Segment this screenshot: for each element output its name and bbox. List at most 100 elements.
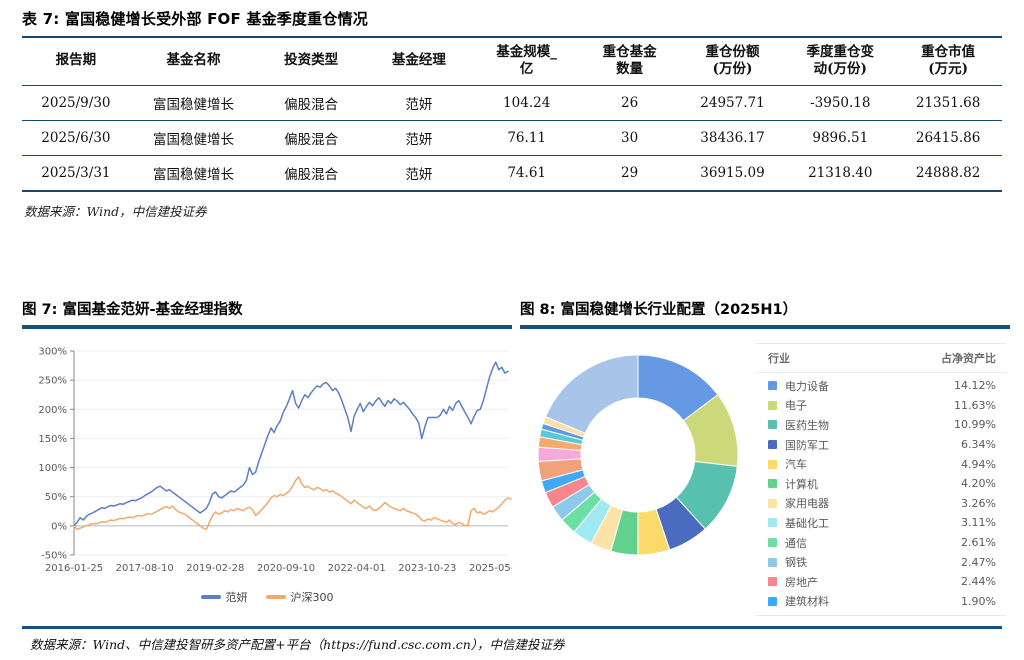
svg-text:100%: 100% [38,463,67,474]
svg-text:2017-08-10: 2017-08-10 [116,563,174,574]
legend-label-fanyan: 范妍 [225,591,248,604]
cell-invest-type: 偏股混合 [257,85,365,121]
legend-industry-percent: 2.44% [961,575,996,589]
legend-row: 医药生物 10.99% [756,415,1006,435]
cell-quarter-change: -3950.18 [786,85,895,121]
legend-industry-percent: 14.12% [954,379,996,393]
legend-color-chip [768,596,777,606]
svg-text:2022-04-01: 2022-04-01 [328,563,386,574]
cell-fund-name: 富国稳健增长 [129,155,258,192]
svg-text:150%: 150% [38,434,67,445]
legend-item-fanyan: 范妍 [200,589,248,605]
cell-holding-shares: 36915.09 [678,155,787,192]
table-header: 报告期 基金名称 投资类型 基金经理 基金规模_ 亿 重仓基金 数量 重仓份额 (万份… [22,35,1002,86]
legend-color-chip [768,400,777,410]
legend-row: 计算机 4.20% [756,474,1006,494]
cell-holding-count: 29 [580,155,679,192]
cell-holding-shares: 38436.17 [678,120,787,156]
legend-industry-percent: 2.47% [961,555,996,569]
cell-fund-name: 富国稳健增长 [129,120,258,156]
cell-holding-shares: 24957.71 [678,85,787,121]
cell-holding-count: 30 [580,120,679,156]
cell-fund-name: 富国稳健增长 [129,85,258,121]
legend-row: 建筑材料 1.90% [756,592,1006,612]
legend-industry-name: 汽车 [785,458,807,472]
legend-label-hs300: 沪深300 [290,591,334,604]
svg-text:2016-01-25: 2016-01-25 [45,563,103,574]
legend-item-hs300: 沪深300 [265,589,334,605]
cell-fund-scale: 74.61 [472,155,581,192]
svg-text:2023-10-23: 2023-10-23 [398,563,456,574]
th-quarter-change: 季度重仓变 动(万份) [786,35,895,86]
legend-color-chip [768,459,777,469]
fof-holdings-table: 报告期 基金名称 投资类型 基金经理 基金规模_ 亿 重仓基金 数量 重仓份额 (万份… [22,35,1002,192]
cell-holding-value: 21351.68 [894,85,1002,121]
cell-quarter-change: 9896.51 [786,120,895,156]
footer-rule [22,626,1002,629]
legend-row: 电子 11.63% [756,396,1006,416]
legend-color-chip [768,518,777,528]
legend-industry-percent: 11.63% [954,398,996,412]
cell-fund-manager: 范妍 [364,120,473,156]
th-holding-count: 重仓基金 数量 [580,35,679,86]
legend-industry-percent: 4.94% [961,457,996,471]
th-holding-shares: 重仓份额 (万份) [678,35,787,86]
table-source-note: 数据来源：Wind，中信建投证券 [24,203,207,219]
legend-header-industry: 行业 [768,352,790,365]
industry-allocation-chart: 行业 占净资产比 电力设备 14.12% 电子 11.63% 医药生物 10.99% 国防军… [520,337,1010,617]
table-section: 表 7: 富国稳健增长受外部 FOF 基金季度重仓情况 报告期 基金名称 投资类… [22,8,1002,220]
legend-row-list: 电力设备 14.12% 电子 11.63% 医药生物 10.99% 国防军工 6.34% 汽车 4… [756,373,1006,615]
legend-industry-percent: 1.90% [961,594,996,608]
table-header-row: 报告期 基金名称 投资类型 基金经理 基金规模_ 亿 重仓基金 数量 重仓份额 (万份… [22,35,1002,86]
legend-row: 基础化工 3.11% [756,513,1006,533]
legend-industry-name: 建筑材料 [785,595,829,609]
legend-row: 房地产 2.44% [756,572,1006,592]
svg-text:-50%: -50% [41,551,67,562]
cell-invest-type: 偏股混合 [257,155,365,192]
table-title: 表 7: 富国稳健增长受外部 FOF 基金季度重仓情况 [22,10,368,28]
cell-fund-scale: 76.11 [472,120,581,156]
svg-text:2019-02-28: 2019-02-28 [186,563,244,574]
line-chart-legend: 范妍 沪深300 [22,589,512,605]
legend-industry-name: 电力设备 [785,379,829,393]
legend-header-row: 行业 占净资产比 [756,344,1006,373]
table-row: 2025/3/31 富国稳健增长 偏股混合 范妍 74.61 29 36915.… [22,155,1002,192]
cell-report-date: 2025/3/31 [22,155,130,192]
svg-text:250%: 250% [38,376,67,387]
th-holding-value: 重仓市值 (万元) [894,35,1002,86]
cell-fund-scale: 104.24 [472,85,581,121]
line-chart-svg: -50% 0% 50% 100% 150% 200% 250% 300% 2016-01-25 2… [38,347,512,575]
cell-report-date: 2025/9/30 [22,85,130,121]
legend-color-chip [768,557,777,567]
legend-row: 汽车 4.94% [756,454,1006,474]
legend-industry-name: 电子 [785,399,807,413]
legend-color-chip [768,420,777,430]
donut-chart-svg [537,354,739,556]
legend-row: 电力设备 14.12% [756,376,1006,396]
legend-row: 钢铁 2.47% [756,552,1006,572]
legend-industry-percent: 4.20% [961,477,996,491]
th-fund-scale: 基金规模_ 亿 [472,35,581,86]
legend-swatch-fanyan [200,595,221,599]
svg-text:50%: 50% [45,492,67,503]
legend-industry-name: 房地产 [785,575,818,589]
legend-industry-name: 医药生物 [785,418,829,432]
svg-text:200%: 200% [38,405,67,416]
table-row: 2025/6/30 富国稳健增长 偏股混合 范妍 76.11 30 38436.… [22,120,1002,156]
legend-row: 家用电器 3.26% [756,494,1006,514]
cell-holding-value: 24888.82 [894,155,1002,192]
legend-swatch-hs300 [265,595,286,599]
cell-fund-manager: 范妍 [364,85,473,121]
manager-index-line-chart: -50% 0% 50% 100% 150% 200% 250% 300% 2016-01-25 2… [22,337,512,607]
svg-text:0%: 0% [51,521,67,532]
donut-slice [544,354,639,434]
cell-holding-value: 26415.86 [894,120,1002,156]
legend-industry-name: 国防军工 [785,438,829,452]
legend-color-chip [768,440,777,450]
legend-row: 通信 2.61% [756,533,1006,553]
cell-fund-manager: 范妍 [364,155,473,192]
legend-industry-name: 计算机 [785,477,818,491]
legend-row: 国防军工 6.34% [756,435,1006,455]
th-invest-type: 投资类型 [257,35,365,86]
cell-holding-count: 26 [580,85,679,121]
